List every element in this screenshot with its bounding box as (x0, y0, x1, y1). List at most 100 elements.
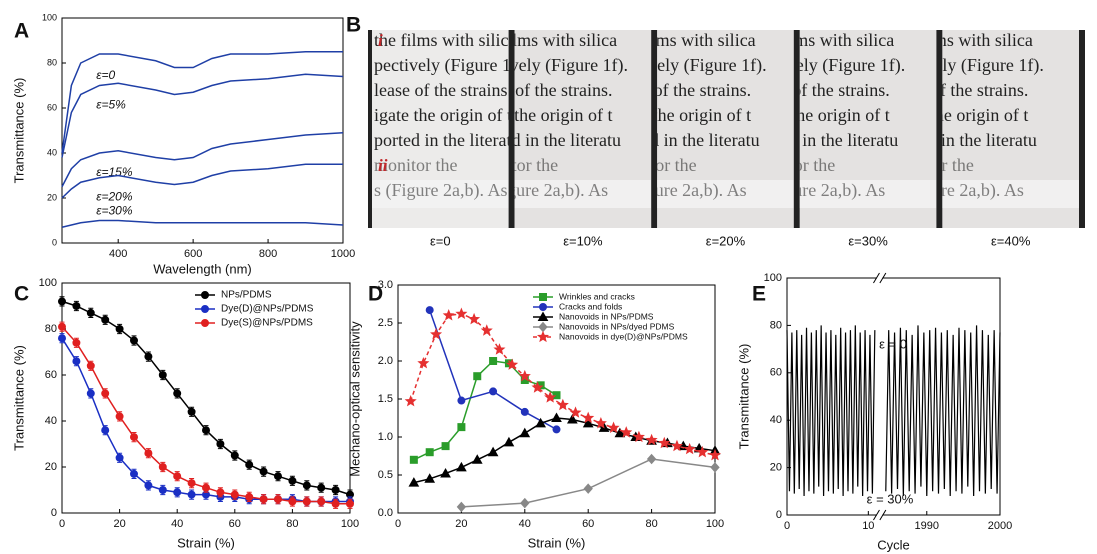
marker (72, 357, 81, 366)
x-tick-label: 80 (645, 518, 657, 530)
marker (493, 343, 506, 355)
marker (101, 315, 110, 324)
x-tick-label: 600 (184, 248, 202, 260)
marker (187, 490, 196, 499)
x-tick-label: 100 (341, 518, 359, 530)
photo-text-line: ported in the literatu (752, 130, 898, 150)
photo-text-line: pectively (Figure 1f). (890, 55, 1043, 76)
y-axis-title: Transmittance (%) (736, 344, 751, 450)
photo-blur-band (942, 180, 1079, 208)
curve-label: ε=15% (96, 165, 133, 179)
x-tick-label: 20 (455, 518, 467, 530)
marker (274, 472, 282, 481)
photo-blur-band (657, 180, 794, 208)
photo-text-line: pectively (Figure 1f). (613, 55, 766, 76)
series-line (428, 309, 557, 431)
y-tick-label: 40 (47, 147, 57, 157)
marker (86, 361, 95, 370)
marker (620, 426, 633, 438)
marker (202, 483, 210, 492)
marker (539, 293, 547, 301)
y-tick-label: 0.5 (378, 469, 393, 481)
photo-text-line: lease of the strains. (752, 80, 890, 100)
photo-text-line: igate the origin of t (475, 105, 613, 125)
panel-label: E (752, 283, 766, 306)
photo-blur-band (799, 180, 937, 208)
y-tick-label: 80 (45, 323, 57, 335)
marker (456, 461, 467, 472)
marker (696, 445, 709, 458)
marker (455, 307, 468, 320)
marker (331, 499, 340, 508)
legend-label: Nanovoids in NPs/PDMS (559, 311, 654, 321)
marker (551, 412, 562, 422)
marker (582, 411, 595, 424)
marker (101, 389, 110, 398)
marker (487, 446, 499, 457)
photo-divider (1079, 30, 1085, 228)
photo-text-line: igate the origin of t (613, 105, 751, 125)
marker (173, 488, 182, 497)
series-line (61, 163, 343, 199)
annotation: ε = 0 (879, 336, 907, 351)
photo-text-line: monitor the (475, 155, 558, 175)
x-tick-label: 60 (229, 518, 241, 530)
curve-label: ε=20% (96, 190, 133, 204)
marker (556, 398, 569, 411)
marker (58, 297, 66, 306)
photo-marker: i (378, 31, 383, 50)
x-axis-title: Cycle (877, 537, 910, 552)
series-line (61, 326, 350, 505)
marker (409, 455, 418, 464)
photo-caption: ε=20% (706, 233, 746, 248)
marker (115, 412, 124, 421)
marker (442, 309, 455, 321)
marker (158, 371, 167, 379)
marker (552, 425, 561, 434)
marker (457, 423, 466, 432)
marker (288, 497, 297, 506)
photo-text-line: igate the origin of t (752, 105, 890, 125)
marker (457, 396, 466, 405)
axis-gap (876, 276, 883, 517)
x-tick-label: 40 (171, 518, 183, 530)
photo-text-line: igate the origin of t (890, 105, 1028, 125)
legend-label: Cracks and folds (559, 301, 622, 311)
marker (506, 358, 519, 370)
y-tick-label: 3.0 (378, 279, 393, 291)
photo-text-line: lease of the strains. (475, 80, 613, 100)
marker (583, 483, 593, 494)
marker (230, 451, 239, 460)
photo-text-line: the films with silica (374, 30, 516, 50)
marker (539, 303, 547, 311)
marker (520, 497, 530, 509)
marker (245, 492, 254, 501)
y-tick-label: 0 (51, 507, 57, 519)
marker (408, 477, 420, 487)
photo-text-line: the films with silica (613, 30, 755, 50)
photo-divider (793, 30, 800, 228)
plot-frame (61, 282, 351, 514)
marker (130, 469, 138, 478)
y-tick-label: 1.5 (378, 393, 393, 405)
y-tick-label: 60 (770, 367, 782, 379)
y-tick-label: 100 (764, 272, 782, 284)
marker (489, 357, 498, 365)
marker (489, 387, 498, 396)
marker (187, 479, 196, 488)
photo-divider (508, 30, 515, 228)
marker (230, 490, 239, 499)
marker (317, 497, 326, 506)
marker (582, 417, 594, 428)
series-line (61, 337, 350, 503)
y-tick-label: 20 (47, 192, 57, 202)
axis-break (879, 272, 887, 284)
marker (201, 291, 209, 299)
marker (425, 448, 434, 457)
photo-text: the films with silica pectively (Figure 1… (752, 30, 905, 201)
marker (158, 486, 167, 494)
y-tick-label: 40 (770, 414, 782, 426)
marker (331, 486, 340, 494)
photo-text-line: pectively (Figure 1f). (752, 55, 905, 76)
